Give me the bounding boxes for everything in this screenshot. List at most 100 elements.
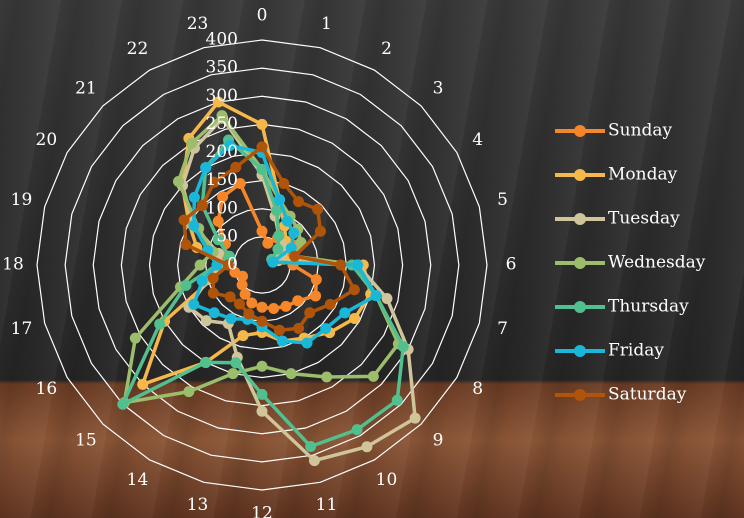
category-label: 19 xyxy=(11,190,33,210)
series-point xyxy=(212,96,224,108)
category-label: 1 xyxy=(321,14,332,34)
series-point xyxy=(352,259,364,271)
series-point xyxy=(348,284,360,296)
category-label: 4 xyxy=(472,130,483,150)
series-point xyxy=(178,214,190,226)
r-tick-label: 400 xyxy=(206,30,238,50)
category-label: 22 xyxy=(127,39,149,59)
series-point xyxy=(273,230,285,242)
series-point xyxy=(246,297,258,309)
series-point xyxy=(256,301,268,313)
series-point xyxy=(304,307,316,319)
legend-label: Thursday xyxy=(608,297,689,317)
category-label: 5 xyxy=(497,190,508,210)
category-label: 16 xyxy=(36,379,58,399)
series-point xyxy=(225,313,237,325)
legend-marker xyxy=(574,125,586,137)
series-point xyxy=(188,191,200,203)
grid-ring xyxy=(92,95,432,435)
r-tick-label: 0 xyxy=(227,255,238,275)
legend-label: Wednesday xyxy=(608,253,706,273)
r-tick-label: 350 xyxy=(206,58,238,78)
grid-ring xyxy=(36,39,488,491)
legend-item: Friday xyxy=(555,341,664,361)
category-label: 18 xyxy=(2,255,24,275)
series-point xyxy=(310,274,322,286)
series-point xyxy=(137,378,149,390)
legend-label: Tuesday xyxy=(608,209,680,229)
legend-item: Monday xyxy=(555,165,678,185)
category-label: 7 xyxy=(497,319,508,339)
series-point xyxy=(216,110,228,122)
series-point xyxy=(256,225,268,237)
series-point xyxy=(281,215,293,227)
series-point xyxy=(324,298,336,310)
series-point xyxy=(212,215,224,227)
series-point xyxy=(196,275,208,287)
series-point xyxy=(154,318,166,330)
series-point xyxy=(285,368,297,380)
series-point xyxy=(236,279,248,291)
series-point xyxy=(239,288,251,300)
series-point xyxy=(186,137,198,149)
series-point xyxy=(200,315,212,327)
legend-label: Monday xyxy=(608,165,678,185)
series-point xyxy=(180,279,192,291)
series-point xyxy=(172,175,184,187)
series-point xyxy=(339,307,351,319)
series-line xyxy=(139,99,373,388)
series-point xyxy=(267,256,279,268)
r-tick-label: 50 xyxy=(216,226,238,246)
series-point xyxy=(230,357,242,369)
category-label: 20 xyxy=(36,130,58,150)
legend-marker xyxy=(574,345,586,357)
series-point xyxy=(188,220,200,232)
series-point xyxy=(301,337,313,349)
series-point xyxy=(207,287,219,299)
r-tick-label: 100 xyxy=(206,198,238,218)
series-point xyxy=(229,266,241,278)
series-point xyxy=(391,394,403,406)
series-point xyxy=(305,440,317,452)
legend-marker xyxy=(574,169,586,181)
series-point xyxy=(312,203,324,215)
legend-item: Saturday xyxy=(555,385,687,405)
r-tick-label: 250 xyxy=(206,114,238,134)
legend-marker xyxy=(574,301,586,313)
legend-marker xyxy=(574,257,586,269)
series-point xyxy=(278,178,290,190)
category-label: 21 xyxy=(75,78,97,98)
category-label: 9 xyxy=(433,431,444,451)
category-label: 14 xyxy=(127,470,149,490)
series-point xyxy=(200,356,212,368)
series-point xyxy=(227,368,239,380)
series-point xyxy=(217,191,229,203)
series-point xyxy=(289,250,301,262)
r-tick-label: 300 xyxy=(206,86,238,106)
category-label: 6 xyxy=(506,255,517,275)
category-label: 23 xyxy=(187,14,209,34)
series-point xyxy=(308,455,320,467)
category-label: 8 xyxy=(472,379,483,399)
legend-item: Sunday xyxy=(555,121,673,141)
series-point xyxy=(273,324,285,336)
series-point xyxy=(335,259,347,271)
series-point xyxy=(196,199,208,211)
series-point xyxy=(208,307,220,319)
legend-marker xyxy=(574,389,586,401)
series-point xyxy=(273,194,285,206)
category-label: 13 xyxy=(187,495,209,515)
category-label: 2 xyxy=(381,39,392,59)
series-point xyxy=(212,234,224,246)
series-point xyxy=(117,398,129,410)
legend-label: Friday xyxy=(608,341,664,361)
legend-item: Wednesday xyxy=(555,253,706,273)
series-point xyxy=(230,161,242,173)
category-label: 17 xyxy=(11,319,33,339)
series-point xyxy=(224,139,236,151)
series-point xyxy=(268,302,280,314)
series-point xyxy=(409,412,421,424)
series-point xyxy=(288,227,300,239)
series-point xyxy=(183,386,195,398)
series-point xyxy=(256,118,268,130)
